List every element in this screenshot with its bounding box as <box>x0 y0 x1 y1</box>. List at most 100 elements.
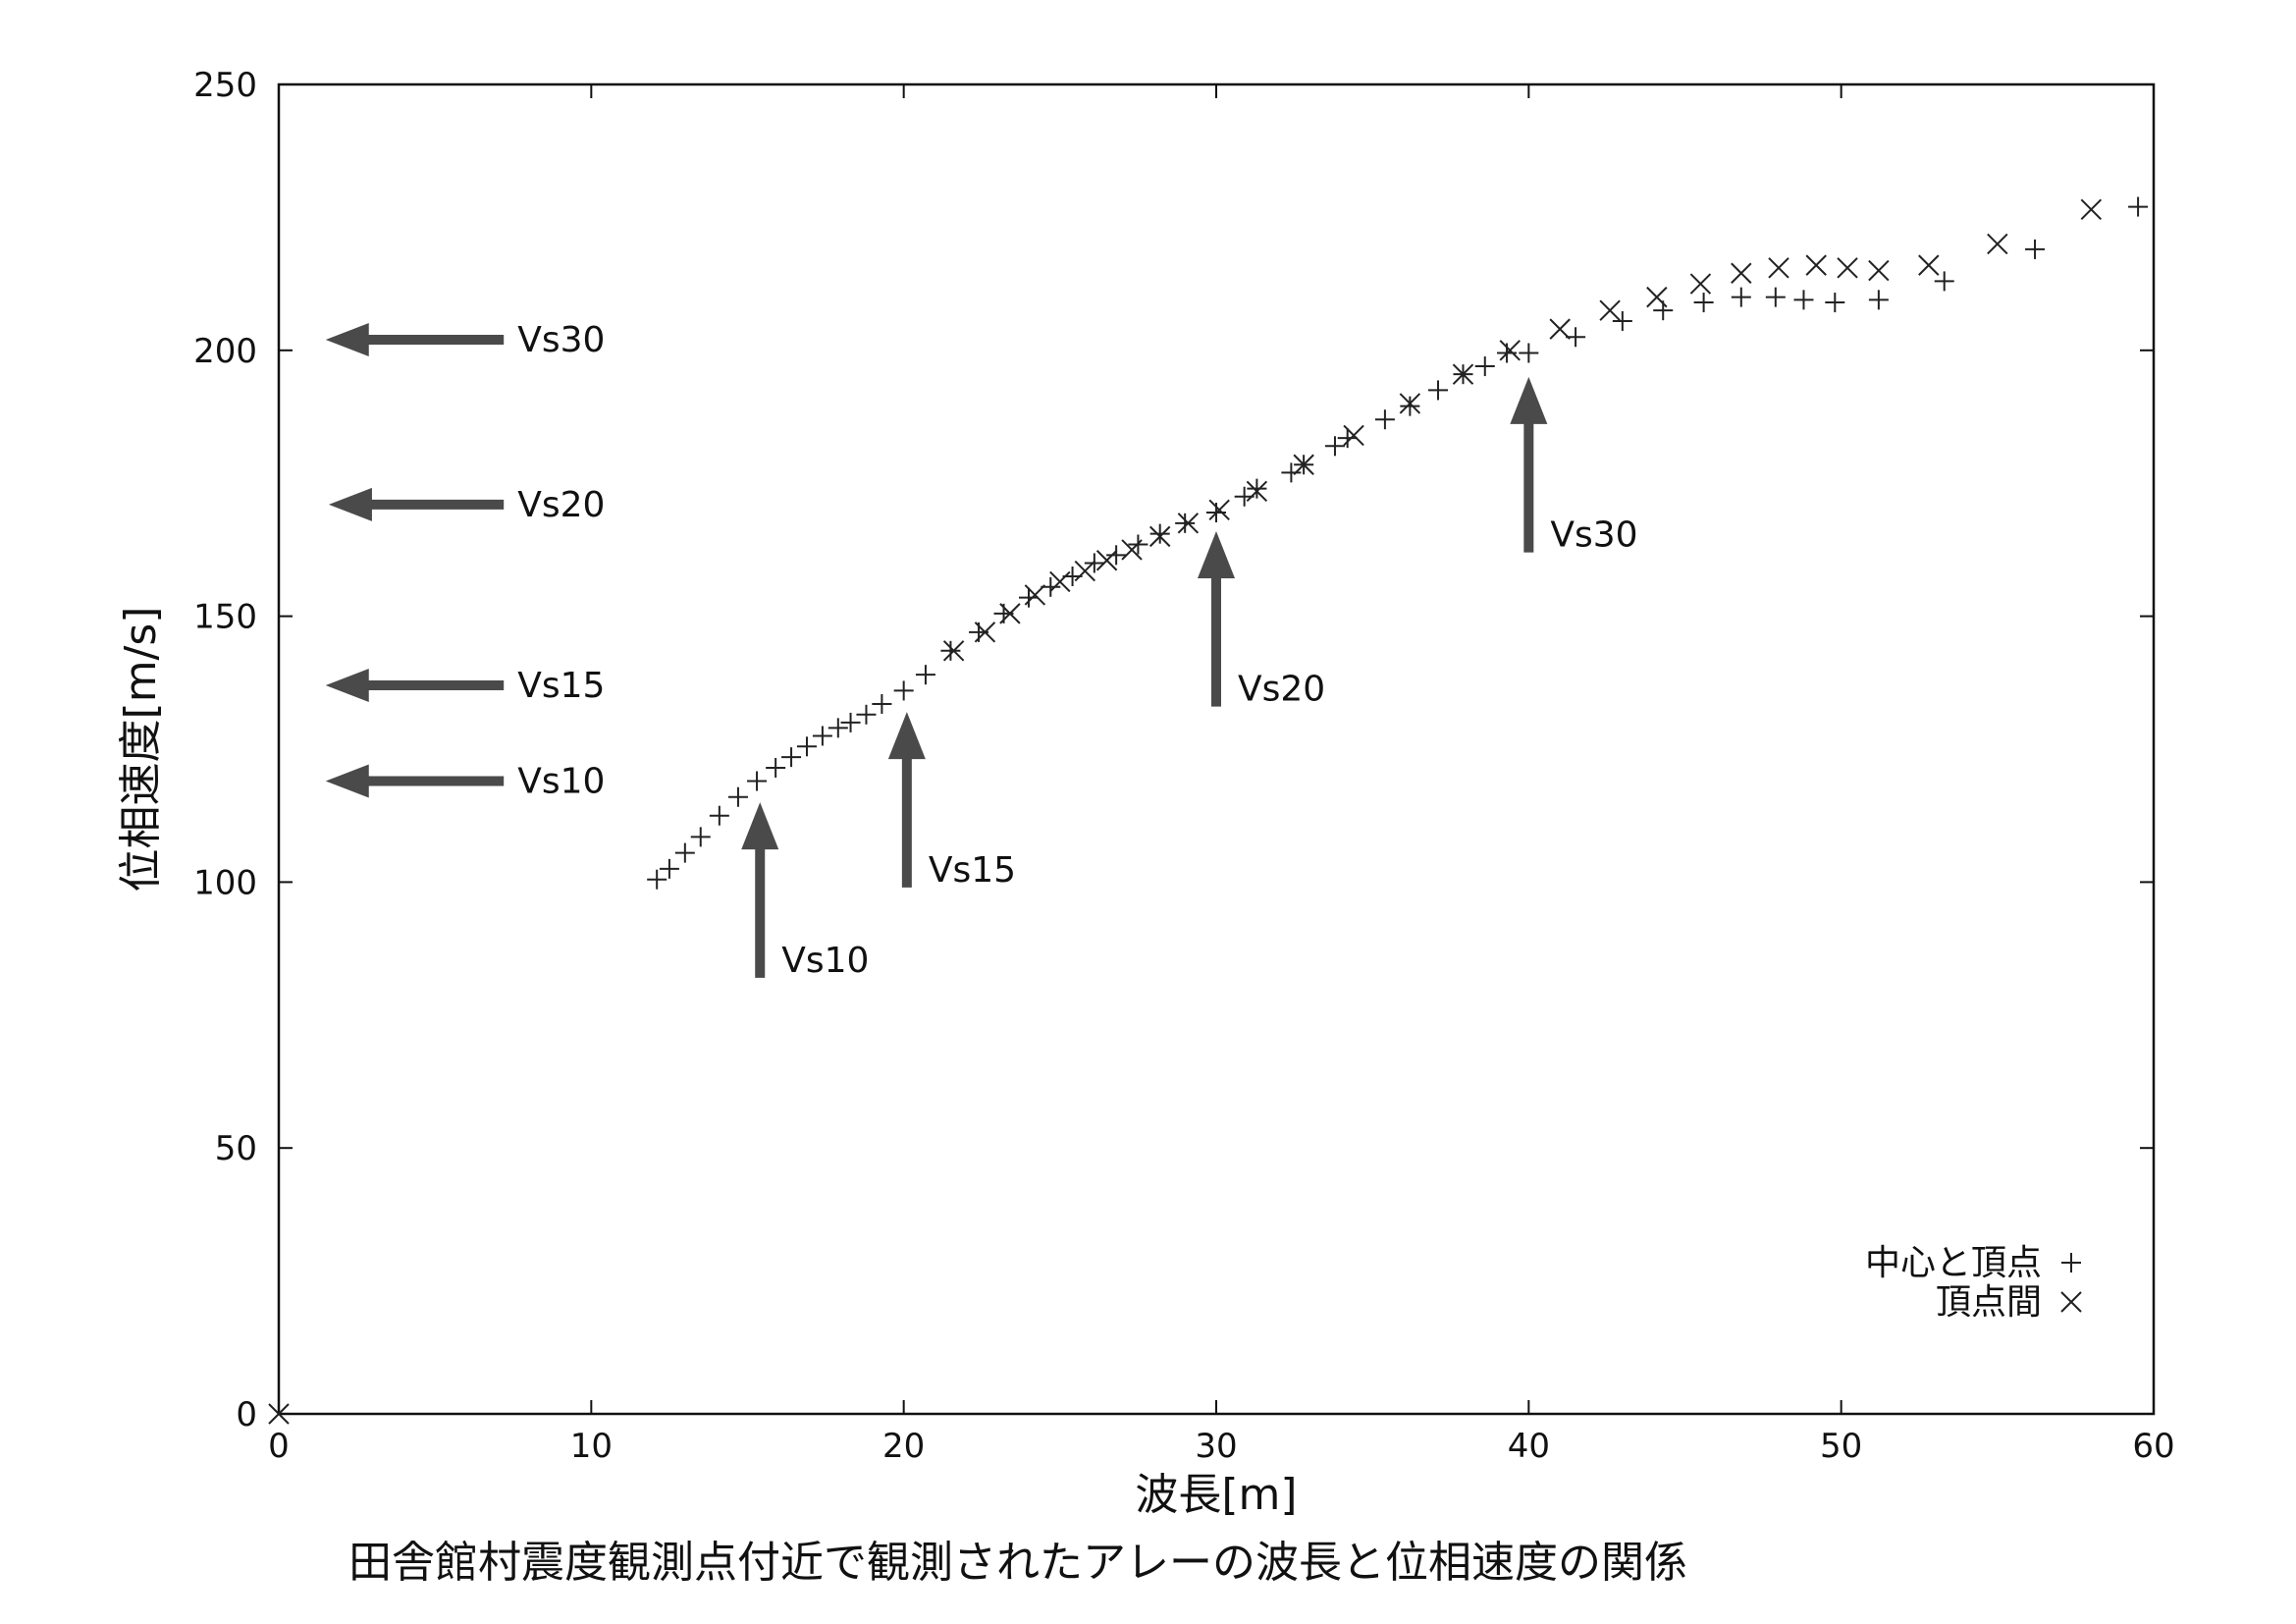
cross-point <box>1121 539 1143 561</box>
plus-point <box>766 757 786 778</box>
plus-point <box>1825 293 1845 313</box>
x-tick-label: 30 <box>1195 1427 1237 1466</box>
plus-point <box>872 693 892 714</box>
y-tick-label: 200 <box>193 332 257 371</box>
vs-arrow-label: Vs30 <box>517 320 605 360</box>
x-tick-label: 20 <box>882 1427 925 1466</box>
plus-point <box>674 842 695 863</box>
cross-point <box>2080 198 2103 220</box>
vs-arrow-vertical: Vs30 <box>1510 376 1638 556</box>
cross-point <box>268 1403 290 1425</box>
axis-ticks <box>278 83 2155 1415</box>
plus-point <box>856 704 877 725</box>
plus-point <box>1765 287 1786 307</box>
plus-point <box>915 665 935 685</box>
tick-labels: 0 10 20 30 40 50 60 0 50 100 150 200 250 <box>193 66 2175 1466</box>
plus-point <box>1693 293 1714 313</box>
vs-arrow-label: Vs20 <box>517 485 605 525</box>
cross-point <box>1399 393 1421 414</box>
x-tick-label: 50 <box>1820 1427 1862 1466</box>
plus-point <box>940 640 961 661</box>
plus-point <box>1400 396 1420 416</box>
x-tick-label: 60 <box>2132 1427 2174 1466</box>
arrow-head <box>1510 376 1548 424</box>
arrow-head <box>741 802 779 850</box>
data-points <box>268 196 2149 1425</box>
cross-point <box>1837 257 1858 279</box>
figure-caption: 田舎館村震度観測点付近で観測されたアレーの波長と位相速度の関係 <box>348 1538 1687 1588</box>
plus-point <box>690 827 711 847</box>
arrow-head <box>325 669 369 703</box>
cross-point <box>1868 259 1890 282</box>
cross-point <box>1343 424 1364 447</box>
cross-point <box>1805 254 1827 276</box>
cross-point <box>1177 513 1200 534</box>
plus-point <box>747 771 768 791</box>
plus-point <box>1281 462 1302 483</box>
plus-point <box>647 869 667 890</box>
plus-point <box>781 747 802 768</box>
cross-point <box>1599 299 1621 321</box>
vs-arrow-vertical: Vs15 <box>887 712 1016 891</box>
vs-arrow-label: Vs20 <box>1238 670 1325 710</box>
cross-point <box>942 640 965 662</box>
cross-point <box>1689 273 1712 295</box>
vs-arrow-label: Vs15 <box>517 666 605 706</box>
plus-point <box>1247 478 1267 499</box>
y-tick-label: 50 <box>215 1129 257 1168</box>
cross-point <box>1049 570 1071 593</box>
vs-arrow-vertical: Vs10 <box>741 802 869 981</box>
cross-point <box>1499 340 1521 361</box>
arrow-head <box>328 487 372 521</box>
plus-point <box>796 736 817 757</box>
cross-point <box>1246 480 1268 503</box>
vs-arrow-vertical: Vs20 <box>1198 530 1325 710</box>
cross-point <box>1987 233 2008 255</box>
plot-frame <box>277 82 2156 1416</box>
y-tick-label: 0 <box>236 1395 257 1435</box>
legend-item: 頂点間 <box>1936 1282 2082 1323</box>
cross-point <box>1731 262 1752 284</box>
arrow-head <box>887 712 926 760</box>
plus-point <box>1474 356 1495 377</box>
cross-point <box>1549 318 1571 340</box>
x-axis-label: 波長[m] <box>1135 1470 1297 1520</box>
cross-point <box>1095 550 1118 571</box>
plus-point <box>1149 523 1170 544</box>
plus-point <box>1731 287 1751 307</box>
plus-point <box>1019 587 1039 608</box>
cross-point <box>974 622 996 643</box>
plus-point <box>1934 271 1954 292</box>
vs-arrow-label: Vs10 <box>517 761 605 801</box>
cross-point <box>1148 525 1171 548</box>
arrow-head <box>325 764 369 798</box>
plus-point <box>840 712 861 732</box>
plus-point <box>893 680 914 701</box>
plus-point <box>709 805 729 826</box>
plus-point <box>1324 436 1345 457</box>
plus-point <box>659 858 679 879</box>
plus-point <box>1428 380 1449 401</box>
vs-arrow-horizontal: Vs30 <box>325 320 605 360</box>
plus-point <box>1175 513 1196 533</box>
cross-point <box>1646 286 1668 308</box>
legend-plus-marker <box>2061 1253 2081 1272</box>
vs-arrow-label: Vs30 <box>1550 515 1637 556</box>
plus-point <box>1374 409 1395 430</box>
plus-point <box>1519 343 1539 363</box>
y-tick-label: 150 <box>193 598 257 637</box>
legend-item: 中心と頂点 <box>1865 1243 2081 1283</box>
annotation-arrows: Vs30 Vs20 Vs15 Vs10 Vs10 Vs15 Vs20 Vs30 <box>325 320 1638 981</box>
arrow-head <box>1198 530 1235 578</box>
legend-label: 頂点間 <box>1936 1282 2042 1323</box>
vs-arrow-horizontal: Vs10 <box>325 761 605 801</box>
y-axis-label: 位相速度[m/s] <box>116 607 166 893</box>
cross-point <box>1208 499 1230 520</box>
plus-point <box>1868 290 1889 310</box>
cross-point <box>999 603 1021 624</box>
plus-point <box>828 718 848 738</box>
cross-point <box>1074 560 1096 582</box>
vs-arrow-label: Vs15 <box>929 850 1016 891</box>
plus-point <box>1337 428 1358 449</box>
